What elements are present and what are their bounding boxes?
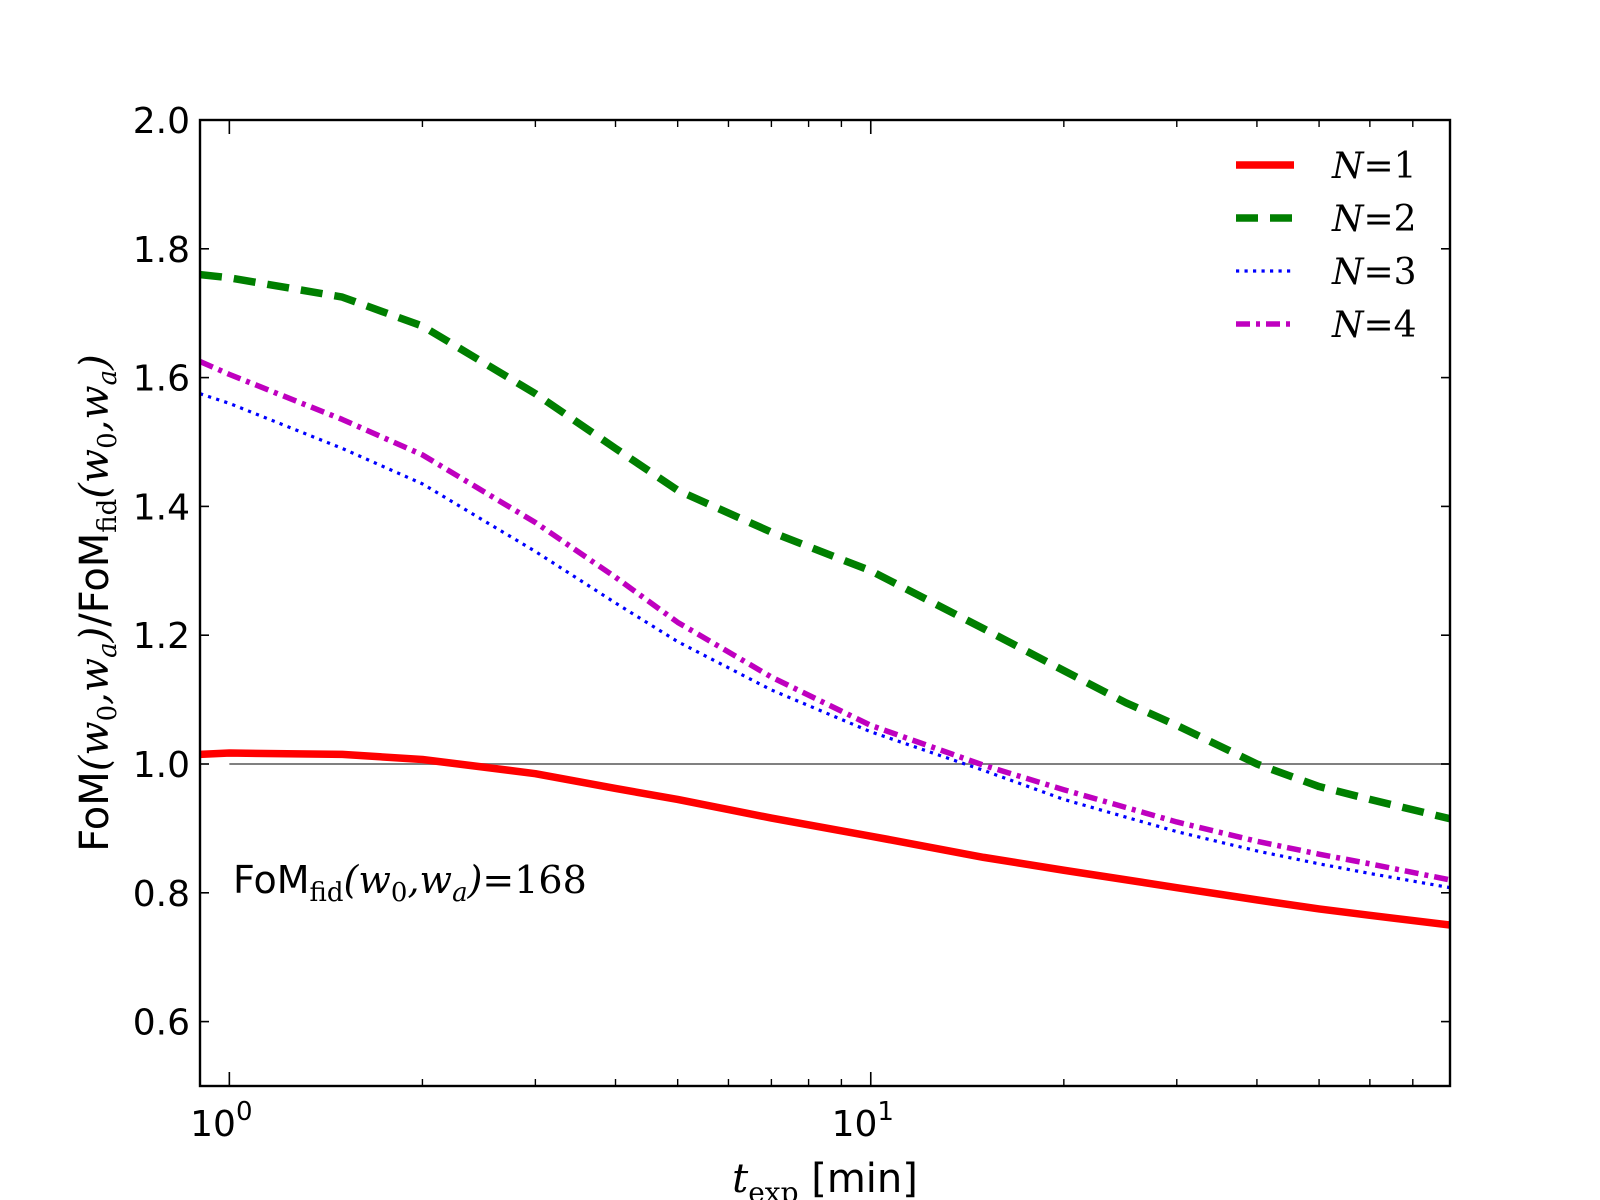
series-line-n2 [200,270,1450,823]
y-tick-label: 2.0 [133,101,190,142]
annotation-fom-fid: FoMfid(w0,wa)=168 [233,858,587,908]
y-tick-label: 0.8 [133,874,190,915]
x-axis-label: texp [min] [732,1156,918,1200]
y-tick-label: 1.4 [133,487,190,528]
x-tick-label: 100 [190,1097,252,1145]
y-tick-label: 1.0 [133,745,190,786]
series-line-n1 [200,749,1450,929]
x-tick-label: 101 [832,1097,894,1145]
annotation: FoMfid(w0,wa)=168 [233,858,587,908]
legend-label-n4: N=4 [1331,305,1417,346]
series-layer [200,270,1450,929]
y-tick-label: 1.6 [133,359,190,400]
series-line-n3 [200,392,1450,890]
labels-layer: 0.6 0.8 1.0 1.2 1.4 1.6 1.8 2.0 100 101 texp [min]… [72,101,918,1200]
ticks-layer [200,119,1450,1086]
series-line-n4 [200,358,1450,883]
legend-label-n2: N=2 [1331,199,1417,240]
y-axis-label: FoM(w0,wa)/FoMfid(w0,wa) [72,354,123,852]
y-tick-label: 1.2 [133,616,190,657]
legend: N=1 N=2 N=3 N=4 [1236,146,1417,346]
legend-label-n3: N=3 [1331,252,1417,293]
plot-frame [198,118,1452,1088]
y-tick-label: 0.6 [133,1003,190,1044]
y-tick-label: 1.8 [133,230,190,271]
legend-label-n1: N=1 [1331,146,1417,187]
